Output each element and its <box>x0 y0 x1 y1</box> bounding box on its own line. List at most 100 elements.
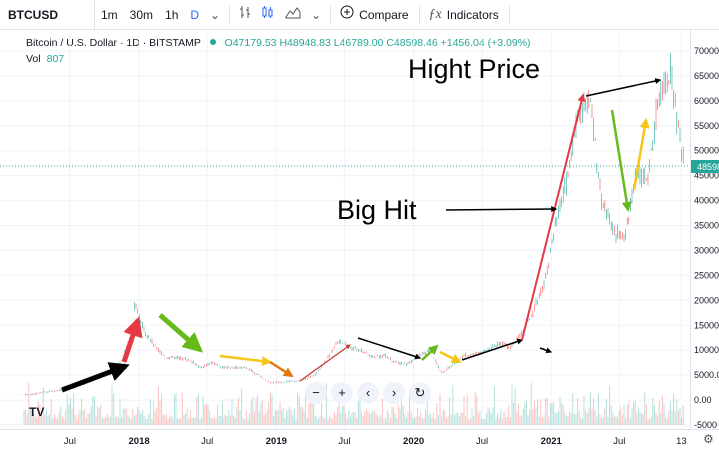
scroll-right-button[interactable]: › <box>383 382 405 404</box>
volume-bar <box>271 393 273 425</box>
gear-icon[interactable]: ⚙ <box>703 432 714 446</box>
volume-bar <box>657 415 659 425</box>
chevron-down-icon[interactable]: ⌄ <box>311 7 322 22</box>
volume-bar <box>332 418 334 425</box>
y-tick-label: 0.00 <box>694 395 712 405</box>
y-tick-label: 55000 <box>694 121 719 131</box>
volume-bar <box>129 417 131 425</box>
plus-circle-icon[interactable] <box>335 0 359 30</box>
bars-icon[interactable] <box>234 0 256 30</box>
volume-bar <box>36 417 38 425</box>
toolbar-divider <box>229 5 231 24</box>
volume-bar <box>538 416 540 425</box>
volume-bar <box>375 414 377 425</box>
volume-bar <box>303 410 305 425</box>
volume-bar <box>570 413 572 425</box>
volume-bar <box>145 418 147 425</box>
volume-bar <box>79 409 81 425</box>
tradingview-logo-icon: TV <box>29 405 45 419</box>
volume-bar <box>37 401 39 425</box>
volume-bar <box>132 409 134 425</box>
volume-bar <box>677 409 679 425</box>
indicators-button[interactable]: Indicators <box>446 7 499 22</box>
volume-bar <box>281 409 283 425</box>
volume-bar <box>185 413 187 425</box>
volume-bar <box>261 400 263 425</box>
volume-bar <box>89 413 91 425</box>
chevron-down-icon[interactable]: ⌄ <box>210 7 221 22</box>
volume-bar <box>421 418 423 425</box>
scroll-left-button[interactable]: ‹ <box>357 382 379 404</box>
volume-bar <box>327 418 329 425</box>
volume-bar <box>449 397 451 425</box>
volume-bar <box>306 417 308 425</box>
volume-bar <box>401 396 403 425</box>
volume-bar <box>537 399 539 425</box>
volume-bar <box>193 417 195 425</box>
volume-bar <box>279 402 281 425</box>
y-tick-label: 15000 <box>694 320 719 330</box>
volume-bar <box>567 416 569 425</box>
reset-chart-button[interactable]: ↻ <box>409 382 431 404</box>
volume-bar <box>623 404 625 425</box>
volume-bar <box>335 414 337 425</box>
volume-bar <box>639 411 641 425</box>
y-tick-label: 65000 <box>694 71 719 81</box>
volume-bar <box>154 411 156 425</box>
volume-bar <box>330 417 332 425</box>
volume-bar <box>60 406 62 425</box>
volume-bar <box>135 414 137 425</box>
volume-bar <box>503 411 505 425</box>
chart-grid <box>0 29 690 429</box>
compare-button[interactable]: Compare <box>359 7 409 22</box>
interval-d[interactable]: D <box>190 7 200 22</box>
volume-bar <box>423 417 425 425</box>
toolbar-divider <box>330 5 332 24</box>
interval-1m[interactable]: 1m <box>101 7 118 22</box>
volume-bar <box>300 406 302 425</box>
volume-bar <box>242 418 244 425</box>
arrow-yellow-2021-rise <box>632 118 650 191</box>
volume-bar <box>476 395 478 425</box>
zoom-in-button[interactable]: + <box>331 382 353 404</box>
volume-bar <box>351 412 353 425</box>
market-status-icon <box>209 39 216 45</box>
volume-bar <box>289 406 291 425</box>
fx-icon[interactable]: ƒx <box>428 6 442 22</box>
volume-bar <box>599 414 601 425</box>
symbol-search[interactable]: BTCUSD <box>0 0 95 30</box>
volume-bar <box>420 411 422 425</box>
volume-bar <box>117 417 119 425</box>
volume-bar <box>213 417 215 425</box>
volume-bar <box>164 415 166 425</box>
volume-bar <box>122 408 124 425</box>
legend-exchange: BITSTAMP <box>149 37 201 49</box>
interval-30m[interactable]: 30m <box>129 7 154 22</box>
volume-bar <box>581 418 583 425</box>
volume-bar <box>497 412 499 425</box>
volume-bar <box>668 411 670 425</box>
volume-bar <box>317 418 319 425</box>
volume-bar <box>25 410 27 425</box>
volume-bar <box>63 418 65 425</box>
volume-bar <box>367 411 369 425</box>
zoom-out-button[interactable]: − <box>305 382 327 404</box>
arrow-red-rise-2019 <box>299 344 351 382</box>
volume-bar <box>57 418 59 425</box>
arrow-orange-dip <box>269 360 294 378</box>
volume-bar <box>274 410 276 425</box>
volume-bar <box>530 382 532 425</box>
volume-bar <box>661 395 663 425</box>
volume-bar <box>461 412 463 425</box>
volume-bar <box>314 415 316 425</box>
volume-bar <box>506 416 508 425</box>
volume-bar <box>197 394 199 425</box>
arrow-red-rise <box>121 316 143 363</box>
volume-bar <box>381 398 383 425</box>
volume-bar <box>372 410 374 425</box>
candles-icon[interactable] <box>256 0 280 30</box>
volume-bar <box>223 416 225 425</box>
interval-1h[interactable]: 1h <box>165 7 179 22</box>
area-icon[interactable] <box>280 0 306 30</box>
